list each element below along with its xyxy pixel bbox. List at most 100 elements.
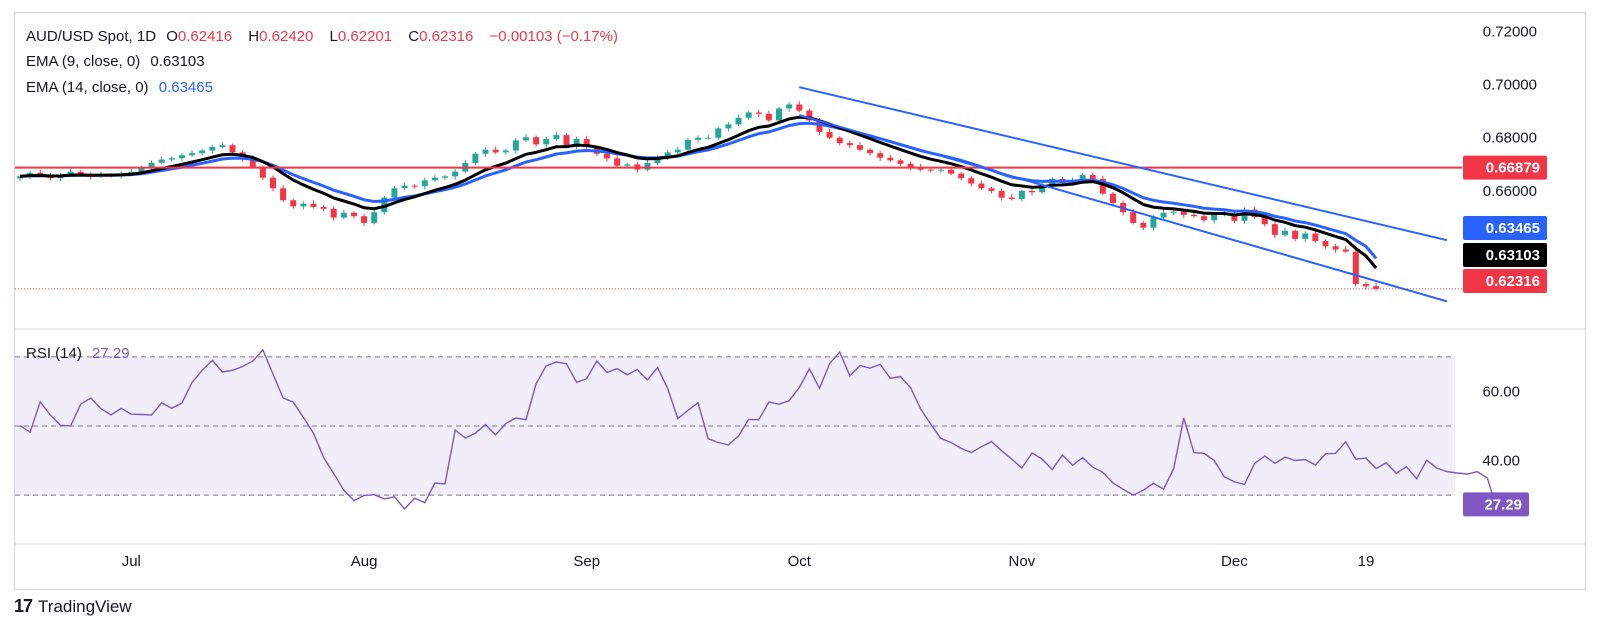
candle-body	[948, 169, 955, 174]
candle-body	[563, 135, 570, 146]
candle-body	[431, 177, 438, 181]
candle-body	[320, 206, 327, 209]
candle-body	[887, 157, 894, 161]
candle-body	[603, 153, 610, 159]
candle-body	[826, 131, 833, 138]
candle-body	[755, 112, 762, 114]
candle-body	[1332, 246, 1339, 250]
candle-body	[259, 167, 266, 178]
time-tick-label: Jul	[122, 553, 141, 570]
candle-body	[523, 137, 529, 141]
candle-body	[421, 180, 428, 187]
candle-body	[1271, 224, 1278, 235]
candle-body	[411, 185, 418, 187]
candle-body	[512, 140, 519, 151]
candle-body	[1150, 217, 1157, 228]
candle-body	[927, 169, 934, 171]
candle-body	[907, 163, 914, 168]
last-price-label: 0.62316	[1486, 273, 1540, 290]
candle-body	[502, 150, 509, 153]
candle-body	[249, 158, 256, 168]
open-label: O	[166, 28, 178, 45]
ema14-legend[interactable]: EMA (14, close, 0) 0.63465	[26, 79, 219, 96]
channel-upper-line	[799, 86, 1448, 242]
candle-body	[1261, 217, 1268, 225]
ema14-label: EMA (14, close, 0)	[26, 79, 149, 96]
time-tick-label: Nov	[1009, 553, 1036, 570]
candle-body	[229, 145, 236, 153]
rsi-tick-label: 40.00	[1482, 453, 1520, 470]
candle-body	[1201, 216, 1208, 221]
candle-body	[1322, 240, 1329, 247]
tradingview-icon: 17	[14, 596, 33, 616]
ema14-value: 0.63465	[158, 79, 213, 96]
price-tick-label: 0.70000	[1483, 77, 1537, 94]
candle-body	[482, 149, 489, 154]
ema9-price-label: 0.63103	[1486, 247, 1540, 264]
candle-body	[978, 183, 985, 189]
rsi-value-label: 27.29	[1484, 496, 1522, 513]
candle-body	[1079, 174, 1086, 181]
candle-body	[1231, 213, 1238, 221]
candle-body	[37, 172, 44, 175]
candle-body	[1029, 190, 1035, 193]
rsi-legend[interactable]: RSI (14) 27.29	[26, 345, 136, 362]
time-tick-label: Sep	[573, 553, 600, 570]
candle-body	[816, 120, 823, 132]
candle-body	[158, 159, 165, 163]
last-price-label-bg	[1463, 269, 1547, 293]
candle-body	[17, 176, 23, 179]
candle-body	[310, 203, 317, 207]
ema14-price-label-bg	[1463, 216, 1547, 240]
close-value: 0.62316	[419, 28, 474, 45]
candle-body	[168, 158, 175, 160]
candle-body	[897, 160, 904, 164]
candle-body	[1302, 233, 1309, 239]
time-tick-label: Oct	[788, 553, 812, 570]
candle-body	[735, 117, 742, 125]
candle-body	[330, 208, 337, 218]
rsi-value-label-bg	[1463, 492, 1529, 517]
ema9-line	[19, 115, 1378, 269]
candle-body	[684, 139, 691, 150]
candle-body	[846, 143, 853, 146]
price-tick-label: 0.66000	[1483, 183, 1537, 200]
rsi-legend-value: 27.29	[92, 345, 130, 362]
ema9-price-label-bg	[1463, 243, 1547, 267]
candle-body	[806, 110, 813, 121]
low-label: L	[329, 28, 338, 45]
candle-body	[290, 200, 297, 207]
candle-body	[745, 112, 752, 118]
candle-body	[583, 139, 590, 148]
candle-body	[988, 188, 995, 191]
time-tick-label: Aug	[351, 553, 378, 570]
candle-body	[1211, 214, 1218, 221]
candle-body	[492, 149, 499, 153]
tradingview-logo[interactable]: 17 TradingView	[14, 596, 132, 617]
candle-body	[573, 139, 580, 146]
candle-body	[1292, 230, 1299, 239]
tradingview-name: TradingView	[38, 596, 132, 616]
candle-body	[776, 108, 782, 121]
candle-body	[350, 212, 357, 217]
candle-body	[280, 188, 287, 201]
resistance-price-label-bg	[1463, 155, 1547, 180]
candle-body	[998, 190, 1005, 198]
ema9-label: EMA (9, close, 0)	[26, 53, 141, 70]
candle-body	[1342, 249, 1349, 252]
candle-body	[937, 169, 944, 171]
candle-body	[1190, 214, 1197, 217]
candle-body	[1089, 174, 1096, 179]
candle-body	[391, 188, 398, 198]
chart-frame	[14, 12, 1586, 590]
time-tick-label: Dec	[1221, 553, 1248, 570]
ema9-legend[interactable]: EMA (9, close, 0) 0.63103	[26, 53, 211, 70]
candle-body	[219, 145, 226, 148]
candle-body	[148, 162, 155, 168]
price-tick-label: 0.68000	[1483, 130, 1537, 147]
candle-body	[796, 104, 803, 111]
candle-body	[624, 164, 631, 166]
high-label: H	[248, 28, 260, 45]
candle-body	[1008, 197, 1015, 199]
